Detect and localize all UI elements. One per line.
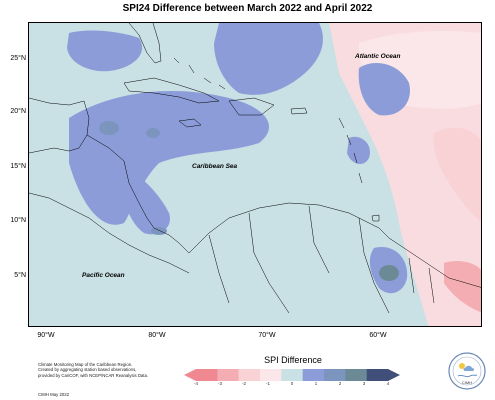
lat-label-20n: 20°N — [10, 108, 26, 115]
positive-area-gulf — [67, 30, 143, 72]
hispaniola-coast — [228, 97, 275, 116]
legend-cell — [324, 369, 346, 381]
credit-line-3: provided by CariCOF, with NCEP/NCAR Rean… — [38, 372, 149, 378]
credit-line-1: Climate Monitoring Map of the Caribbean … — [38, 362, 133, 367]
florida-coast — [128, 23, 162, 64]
legend-cell — [281, 369, 303, 381]
lat-label-15n: 15°N — [10, 163, 26, 170]
positive-area-central-america — [119, 163, 170, 235]
legend-cell — [260, 369, 282, 381]
puerto-rico-coast — [290, 107, 308, 115]
lon-label-70w: 70°W — [258, 332, 276, 339]
legend-right-arrow — [388, 369, 400, 381]
lat-label-5n: 5°N — [14, 272, 26, 279]
legend-left-arrow — [184, 369, 196, 381]
pacific-ocean-label: Pacific Ocean — [82, 272, 125, 279]
central-america-pacific — [29, 192, 190, 274]
strong-positive-spot-1 — [99, 121, 119, 135]
map-title: SPI24 Difference between March 2022 and … — [122, 3, 373, 14]
legend-tick-label: 0 — [290, 381, 294, 386]
jamaica-coast — [178, 118, 202, 128]
credit-text: Climate Monitoring Map of the Caribbean … — [38, 362, 178, 378]
legend-cell — [196, 369, 218, 381]
legend-tick-label: -4 — [193, 381, 199, 386]
central-america-coast — [86, 134, 190, 254]
legend-cell — [302, 369, 325, 381]
lon-label-90w: 90°W — [37, 332, 55, 339]
positive-area-lesser-antilles — [347, 136, 370, 165]
strong-positive-spot-4 — [151, 227, 167, 235]
legend-cell — [366, 369, 389, 381]
legend-cell — [238, 369, 261, 381]
atlantic-ocean-label: Atlantic Ocean — [355, 53, 401, 60]
strong-positive-spot-3 — [379, 265, 399, 281]
negative-area-south — [444, 261, 481, 313]
svg-text:CIMH: CIMH — [462, 380, 472, 385]
caribbean-sea-label: Caribbean Sea — [192, 163, 238, 170]
negative-area-east — [433, 127, 481, 222]
legend-cell — [345, 369, 367, 381]
coastline-outlines — [29, 23, 481, 314]
country-borders — [208, 205, 435, 314]
legend-tick-label: 3 — [362, 381, 366, 386]
legend-tick-label: -1 — [265, 381, 271, 386]
cimh-logo: CIMH — [448, 352, 486, 390]
legend-tick-label: -2 — [241, 381, 247, 386]
lesser-antilles — [338, 117, 363, 184]
legend-tick-label: -3 — [217, 381, 223, 386]
bahamas-islands — [173, 57, 226, 90]
map-frame — [28, 22, 482, 327]
positive-area-caribbean-west — [69, 90, 269, 225]
spi-map — [29, 23, 481, 326]
legend-colorbar — [184, 369, 400, 381]
lon-label-80w: 80°W — [148, 332, 166, 339]
lat-label-10n: 10°N — [10, 217, 26, 224]
legend-cell — [217, 369, 239, 381]
lon-label-60w: 60°W — [369, 332, 387, 339]
positive-area-atlantic — [358, 63, 410, 116]
cuba-coast — [123, 77, 220, 104]
legend-title: SPI Difference — [264, 355, 322, 365]
strong-positive-spot-2 — [146, 128, 160, 138]
positive-area-north — [214, 23, 323, 95]
legend-tick-label: 4 — [386, 381, 390, 386]
legend-tick-label: 1 — [314, 381, 318, 386]
south-america-coast — [188, 202, 481, 288]
credit-line-2: Created by aggregating station based obs… — [38, 367, 137, 373]
legend-tick-label: 2 — [338, 381, 342, 386]
issued-text: CIMH May 2022 — [38, 392, 70, 397]
trinidad — [371, 214, 380, 222]
lat-label-25n: 25°N — [10, 55, 26, 62]
